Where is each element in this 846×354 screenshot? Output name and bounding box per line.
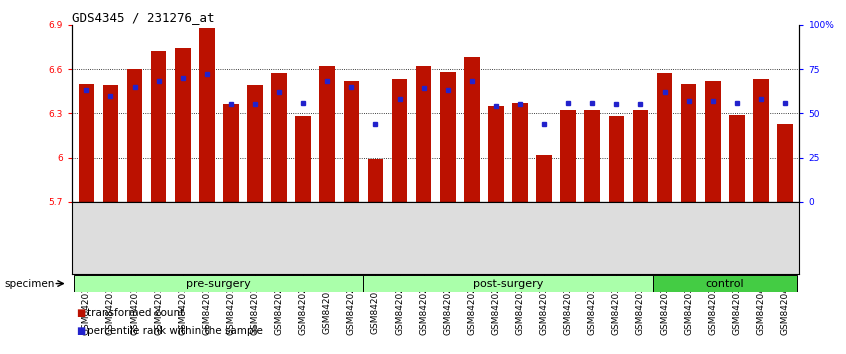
Bar	[753, 79, 769, 202]
Bar	[705, 81, 721, 202]
Bar	[364, 275, 652, 292]
Bar	[440, 72, 455, 202]
Bar	[681, 84, 696, 202]
Bar	[729, 115, 744, 202]
Bar	[127, 69, 142, 202]
Text: specimen: specimen	[4, 279, 55, 289]
Bar	[199, 28, 215, 202]
Bar	[223, 104, 239, 202]
Bar	[585, 110, 600, 202]
Bar	[464, 57, 480, 202]
Bar	[633, 110, 648, 202]
Text: post-surgery: post-surgery	[473, 279, 543, 289]
Bar	[247, 85, 263, 202]
Bar	[368, 159, 383, 202]
Bar	[151, 51, 167, 202]
Bar	[343, 81, 360, 202]
Bar	[79, 84, 94, 202]
Bar	[175, 48, 190, 202]
Bar	[295, 116, 311, 202]
Bar	[416, 66, 431, 202]
Text: ■: ■	[76, 308, 85, 318]
Bar	[777, 124, 793, 202]
Bar	[656, 73, 673, 202]
Bar	[488, 106, 503, 202]
Text: pre-surgery: pre-surgery	[186, 279, 251, 289]
Bar	[74, 275, 364, 292]
Text: GDS4345 / 231276_at: GDS4345 / 231276_at	[72, 11, 214, 24]
Bar	[560, 110, 576, 202]
Bar	[652, 275, 797, 292]
Bar	[512, 103, 528, 202]
Bar	[608, 116, 624, 202]
Text: transformed count: transformed count	[87, 308, 184, 318]
Text: control: control	[706, 279, 744, 289]
Bar	[392, 79, 408, 202]
Text: percentile rank within the sample: percentile rank within the sample	[87, 326, 263, 336]
Bar	[102, 85, 118, 202]
Bar	[272, 73, 287, 202]
Bar	[536, 155, 552, 202]
Bar	[320, 66, 335, 202]
Text: ■: ■	[76, 326, 85, 336]
